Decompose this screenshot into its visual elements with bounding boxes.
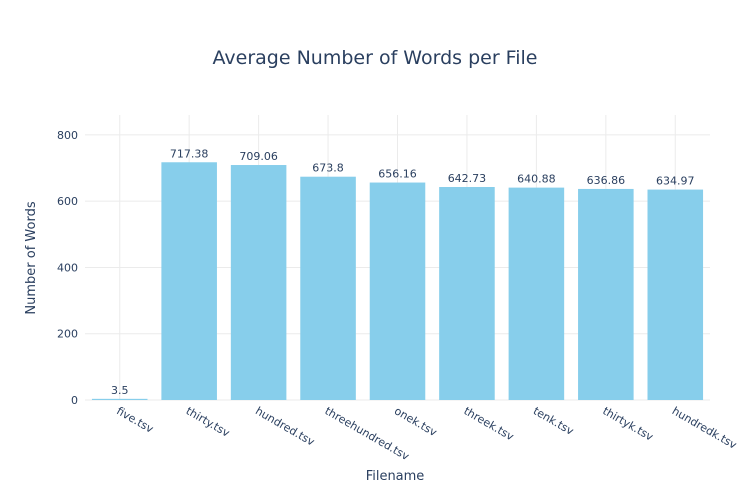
bars-layer xyxy=(91,162,704,400)
x-axis: five.tsv thirty.tsv hundred.tsv threehundre… xyxy=(114,404,739,463)
bar-value-label: 709.06 xyxy=(239,150,278,163)
bar xyxy=(508,187,565,400)
bar-value-label: 642.73 xyxy=(448,172,487,185)
data-labels-layer: 3.5 717.38 709.06 673.8 656.16 642.73 640.88 63… xyxy=(111,147,695,397)
bar xyxy=(439,187,495,400)
x-tick-label: five.tsv xyxy=(114,404,156,436)
x-tick-label: threek.tsv xyxy=(461,404,516,443)
bar-value-label: 3.5 xyxy=(111,384,129,397)
bar-value-label: 636.86 xyxy=(587,174,626,187)
bar-value-label: 640.88 xyxy=(517,173,556,186)
y-tick-label: 600 xyxy=(57,195,78,208)
bar xyxy=(300,176,356,400)
bar xyxy=(230,165,287,400)
bar-value-label: 634.97 xyxy=(656,175,695,188)
bar xyxy=(647,189,704,400)
x-tick-label: thirtyk.tsv xyxy=(600,404,656,444)
bar xyxy=(91,398,148,400)
x-tick-label: onek.tsv xyxy=(392,404,440,439)
y-axis: 0 200 400 600 800 xyxy=(57,129,78,407)
bar xyxy=(369,182,426,400)
x-tick-label: tenk.tsv xyxy=(531,404,576,438)
chart-title: Average Number of Words per File xyxy=(213,47,538,69)
y-axis-title: Number of Words xyxy=(24,201,39,314)
y-tick-label: 400 xyxy=(57,261,78,274)
bar xyxy=(161,162,217,400)
x-tick-label: thirty.tsv xyxy=(184,404,233,440)
bar-value-label: 717.38 xyxy=(170,147,209,160)
x-tick-label: hundred.tsv xyxy=(253,404,317,448)
bar-value-label: 656.16 xyxy=(378,168,417,181)
x-axis-title: Filename xyxy=(366,469,425,484)
y-tick-label: 200 xyxy=(57,328,78,341)
y-tick-label: 0 xyxy=(71,394,78,407)
bar xyxy=(578,188,634,400)
x-tick-label: hundredk.tsv xyxy=(670,404,740,452)
y-tick-label: 800 xyxy=(57,129,78,142)
bar-value-label: 673.8 xyxy=(312,162,344,175)
